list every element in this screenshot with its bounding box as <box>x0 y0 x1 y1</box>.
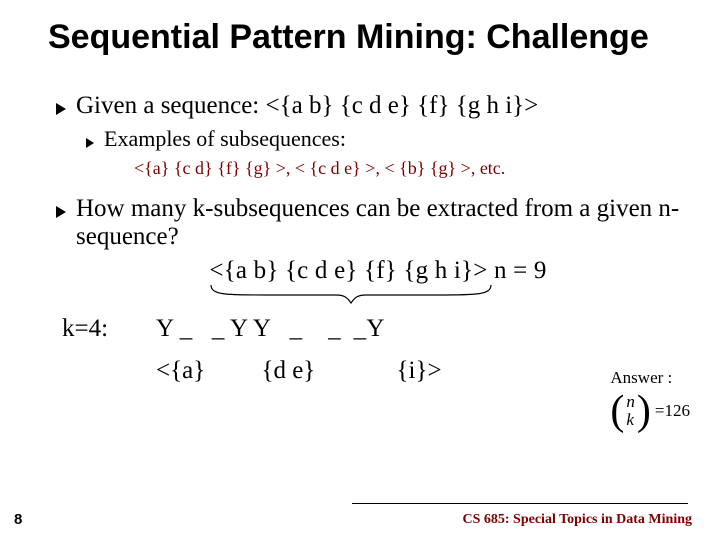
answer-label: Answer : <box>610 368 690 388</box>
binomial-icon: ( n k ) <box>610 390 651 432</box>
bullet-given: Given a sequence: <{a b} {c d e} {f} {g … <box>56 92 680 120</box>
answer-value: =126 <box>655 401 690 421</box>
bullet-examples: Examples of subsequences: <box>86 126 680 152</box>
result-row: <{a} {d e} {i}> <box>156 357 680 385</box>
answer-block: Answer : ( n k ) =126 <box>610 368 690 432</box>
bullet-howmany: How many k-subsequences can be extracted… <box>56 195 680 251</box>
bullet-examples-label: Examples of subsequences: <box>104 126 346 152</box>
binom-k: k <box>626 411 635 429</box>
bullet-icon <box>56 206 66 218</box>
bullet-howmany-text: How many k-subsequences can be extracted… <box>76 195 680 251</box>
examples-line: <{a} {c d} {f} {g} >, < {c d e} >, < {b}… <box>134 158 680 179</box>
bullet-given-text: Given a sequence: <{a b} {c d e} {f} {g … <box>76 92 538 120</box>
page-number: 8 <box>14 511 22 528</box>
slide-title: Sequential Pattern Mining: Challenge <box>48 18 680 56</box>
binom-n: n <box>626 393 635 411</box>
k4-row: k=4: Y _ _ Y Y _ _ _Y <box>62 315 680 343</box>
bullet-icon <box>56 103 66 115</box>
y-selection-row: Y _ _ Y Y _ _ _Y <box>156 315 385 343</box>
k-label: k=4: <box>62 315 156 343</box>
footer-text: CS 685: Special Topics in Data Mining <box>463 512 693 528</box>
bullet-icon <box>86 138 94 148</box>
footer-divider <box>352 503 688 504</box>
brace-icon <box>206 281 496 305</box>
